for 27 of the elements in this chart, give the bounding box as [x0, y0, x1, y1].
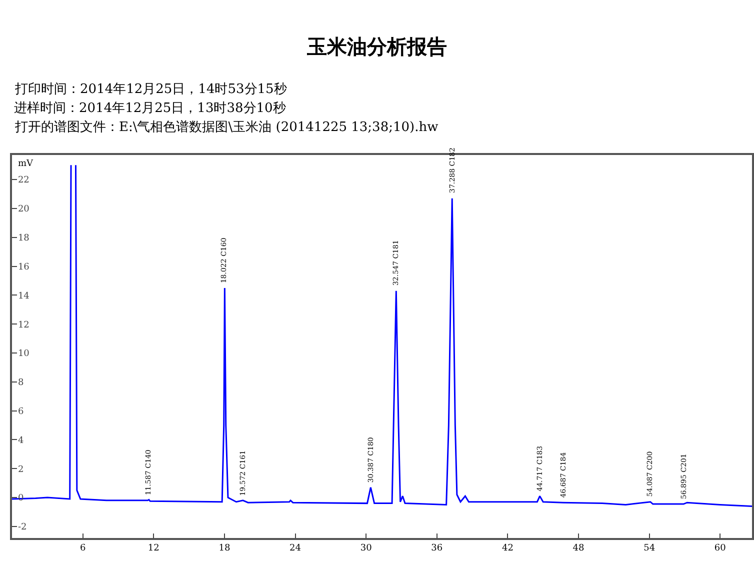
y-tick-label: 16 [18, 262, 30, 272]
x-tick-label: 6 [80, 544, 86, 554]
chart-title: 玉米油分析报告 [306, 34, 447, 58]
y-tick-label: -2 [18, 522, 27, 533]
y-tick-label: 2 [18, 464, 24, 475]
y-tick-label: 8 [18, 378, 24, 388]
x-tick-label: 36 [431, 544, 443, 554]
y-tick-label: 14 [18, 291, 30, 302]
x-tick-label: 54 [644, 544, 656, 554]
x-tick-label: 12 [148, 544, 160, 554]
y-tick-label: 12 [18, 320, 30, 330]
y-tick-label: 18 [18, 234, 30, 244]
text: 进样时间：2014年12月25日，13时38分10秒 [14, 101, 286, 116]
y-tick-label: 10 [18, 349, 30, 360]
text: 打印时间：2014年12月25日，14时53分15秒 [14, 82, 287, 97]
x-tick-label: 18 [218, 544, 230, 554]
y-tick-label: 20 [18, 204, 30, 215]
y-tick-label: 6 [18, 406, 24, 417]
y-tick-label: 4 [18, 436, 24, 446]
x-tick-label: 24 [290, 544, 302, 554]
text: 打开的谱图文件：E:\气相色谱数据图\玉米油 (20141225 13;38;10).hw [14, 120, 438, 135]
x-tick-label: 60 [714, 544, 726, 554]
y-tick-label: 22 [18, 176, 30, 186]
x-tick-label: 30 [360, 544, 372, 554]
y-axis-title: mV [18, 159, 34, 169]
x-tick-label: 48 [572, 544, 585, 554]
x-tick-label: 42 [502, 544, 514, 554]
